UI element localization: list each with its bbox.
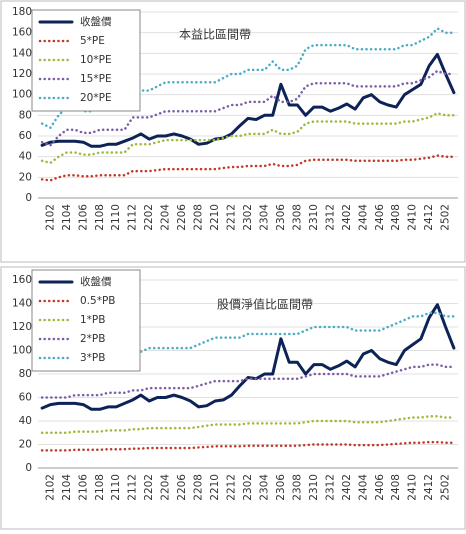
x-tick-label: 2406 [374, 204, 386, 231]
legend-label: 3*PB [80, 352, 105, 364]
x-tick-label: 2302 [242, 204, 254, 231]
y-tick-label: 100 [12, 89, 32, 101]
x-tick-label: 2306 [275, 474, 287, 501]
x-tick-label: 2308 [291, 474, 303, 501]
x-tick-label: 2110 [110, 204, 122, 231]
series-line [40, 440, 456, 452]
x-tick-label: 2106 [77, 204, 89, 231]
x-tick-label: 2410 [407, 204, 419, 231]
y-tick-label: 0 [25, 192, 32, 204]
y-tick-label: 120 [12, 321, 32, 333]
series-line [40, 303, 456, 411]
series-line [40, 154, 456, 182]
x-tick-label: 2412 [423, 204, 435, 231]
legend-label: 15*PE [80, 73, 112, 85]
x-tick-label: 2302 [242, 474, 254, 501]
chart-title: 股價淨值比區間帶 [217, 297, 313, 312]
x-tick-label: 2202 [143, 474, 155, 501]
x-tick-label: 2310 [308, 474, 320, 501]
x-tick-label: 2106 [77, 474, 89, 501]
x-tick-label: 2502 [440, 204, 452, 231]
series-line [40, 52, 456, 148]
legend-label: 20*PE [80, 92, 112, 104]
y-tick-label: 0 [25, 462, 32, 474]
x-tick-label: 2204 [160, 474, 172, 501]
x-tick-label: 2212 [226, 204, 238, 231]
y-tick-label: 140 [12, 47, 32, 59]
series-line [40, 112, 456, 165]
x-tick-label: 2304 [258, 204, 270, 231]
x-tick-label: 2208 [193, 474, 205, 501]
x-tick-label: 2212 [226, 474, 238, 501]
series-line [40, 415, 456, 435]
y-tick-label: 20 [19, 171, 32, 183]
x-tick-label: 2104 [61, 204, 73, 231]
x-tick-label: 2108 [94, 204, 106, 231]
x-tick-label: 2108 [94, 474, 106, 501]
x-tick-label: 2210 [209, 474, 221, 501]
x-tick-label: 2308 [291, 204, 303, 231]
y-tick-label: 120 [12, 68, 32, 80]
x-tick-label: 2310 [308, 204, 320, 231]
x-tick-label: 2502 [440, 474, 452, 501]
legend-label: 收盤價 [80, 15, 112, 28]
x-tick-label: 2312 [324, 204, 336, 231]
x-tick-label: 2410 [407, 474, 419, 501]
x-tick-label: 2208 [193, 204, 205, 231]
x-tick-label: 2402 [341, 474, 353, 501]
y-tick-label: 160 [12, 27, 32, 39]
x-tick-label: 2304 [258, 474, 270, 501]
x-tick-label: 2408 [390, 474, 402, 501]
x-tick-label: 2406 [374, 474, 386, 501]
x-tick-label: 2104 [61, 474, 73, 501]
x-tick-label: 2112 [127, 474, 139, 501]
x-tick-label: 2306 [275, 204, 287, 231]
legend-label: 0.5*PB [80, 295, 115, 307]
x-tick-label: 2112 [127, 204, 139, 231]
x-tick-label: 2402 [341, 204, 353, 231]
legend-label: 10*PE [80, 54, 112, 66]
y-tick-label: 80 [19, 368, 32, 380]
series-line [40, 363, 456, 399]
x-tick-label: 2206 [176, 204, 188, 231]
legend-label: 5*PE [80, 35, 105, 47]
y-tick-label: 20 [19, 439, 32, 451]
y-tick-label: 140 [12, 298, 32, 310]
x-tick-label: 2102 [44, 474, 56, 501]
y-tick-label: 40 [19, 151, 32, 163]
x-tick-label: 2102 [44, 204, 56, 231]
series-line [40, 69, 456, 147]
x-tick-label: 2312 [324, 474, 336, 501]
x-tick-label: 2210 [209, 204, 221, 231]
x-tick-label: 2404 [357, 204, 369, 231]
chart-title: 本益比區間帶 [179, 28, 251, 42]
y-tick-label: 40 [19, 415, 32, 427]
y-tick-label: 80 [19, 109, 32, 121]
x-tick-label: 2204 [160, 204, 172, 231]
x-tick-label: 2408 [390, 204, 402, 231]
y-tick-label: 180 [12, 6, 32, 18]
x-tick-label: 2110 [110, 474, 122, 501]
legend-label: 收盤價 [80, 275, 112, 288]
legend-label: 2*PB [80, 333, 105, 345]
x-tick-label: 2202 [143, 204, 155, 231]
y-tick-label: 60 [19, 130, 32, 142]
legend-label: 1*PB [80, 314, 105, 326]
x-tick-label: 2206 [176, 474, 188, 501]
x-tick-label: 2404 [357, 474, 369, 501]
y-tick-label: 60 [19, 392, 32, 404]
x-tick-label: 2412 [423, 474, 435, 501]
y-tick-label: 100 [12, 345, 32, 357]
y-tick-label: 160 [12, 274, 32, 286]
